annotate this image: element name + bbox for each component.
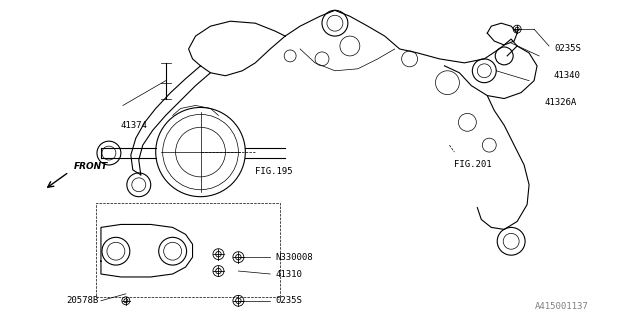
Text: N330008: N330008 xyxy=(275,253,313,262)
Text: FRONT: FRONT xyxy=(74,162,108,171)
Bar xyxy=(96,203,280,297)
Text: FIG.201: FIG.201 xyxy=(454,160,492,170)
Text: 41310: 41310 xyxy=(275,269,302,278)
Text: 41326A: 41326A xyxy=(544,98,576,107)
Text: 41374: 41374 xyxy=(121,121,148,130)
Text: 20578B: 20578B xyxy=(66,296,99,305)
Text: 0235S: 0235S xyxy=(275,296,302,305)
Text: 41340: 41340 xyxy=(554,71,581,80)
Text: FIG.195: FIG.195 xyxy=(255,167,293,176)
Text: 0235S: 0235S xyxy=(554,44,581,53)
Text: A415001137: A415001137 xyxy=(535,302,589,311)
